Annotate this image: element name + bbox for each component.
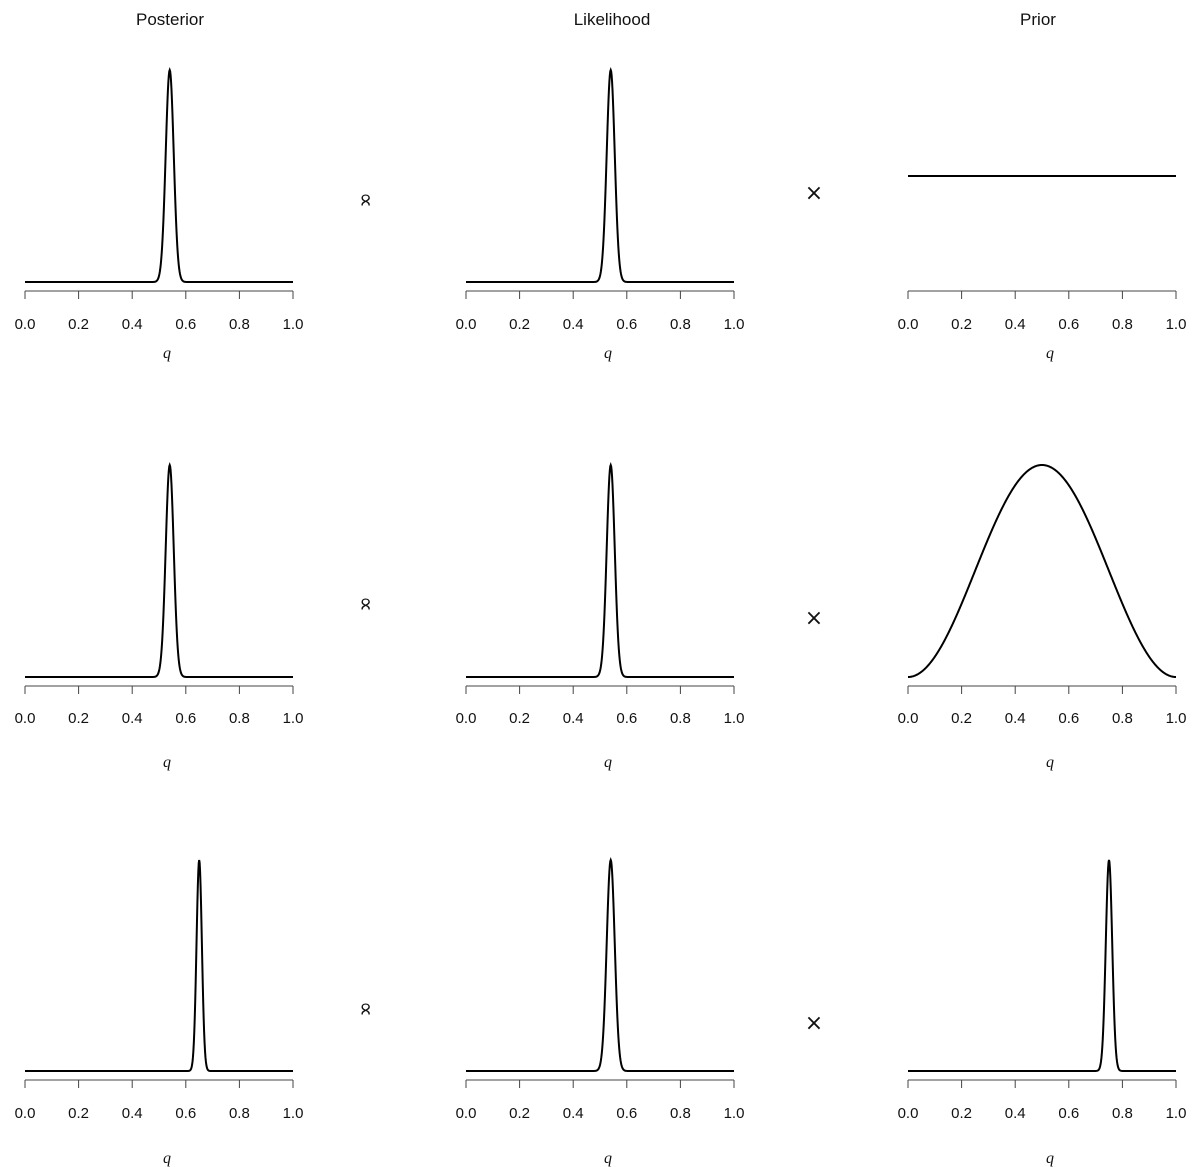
proportional-symbol: ∝ bbox=[353, 1001, 378, 1017]
x-tick-label: 1.0 bbox=[1166, 1105, 1187, 1122]
x-tick-label: 0.8 bbox=[670, 316, 691, 333]
x-tick-label: 1.0 bbox=[283, 316, 304, 333]
x-tick-label: 0.8 bbox=[1112, 316, 1133, 333]
density-curve bbox=[25, 461, 293, 678]
x-tick-label: 0.6 bbox=[175, 316, 196, 333]
density-curve bbox=[466, 856, 734, 1072]
x-tick-label: 0.0 bbox=[15, 710, 36, 727]
x-tick-label: 0.4 bbox=[122, 316, 143, 333]
x-tick-label: 0.6 bbox=[175, 710, 196, 727]
x-tick-label: 0.8 bbox=[1112, 1105, 1133, 1122]
x-tick-label: 0.4 bbox=[122, 710, 143, 727]
column-title-posterior: Posterior bbox=[136, 10, 204, 29]
x-tick-label: 0.6 bbox=[1058, 316, 1079, 333]
x-tick-label: 0.6 bbox=[616, 316, 637, 333]
chart-panel-r2-prior: 0.0 0.2 0.4 0.6 0.8 1.0 q bbox=[898, 463, 1187, 771]
x-tick-label: 0.2 bbox=[951, 316, 972, 333]
x-tick-label: 0.6 bbox=[175, 1105, 196, 1122]
x-tick-label: 0.2 bbox=[68, 1105, 89, 1122]
x-tick-label: 0.8 bbox=[229, 1105, 250, 1122]
x-tick-label: 0.2 bbox=[68, 710, 89, 727]
chart-panel-r1-likelihood: 0.0 0.2 0.4 0.6 0.8 1.0 q bbox=[456, 66, 745, 362]
x-axis-label: q bbox=[1046, 754, 1054, 771]
density-curve bbox=[908, 859, 1176, 1072]
x-tick-label: 0.0 bbox=[15, 316, 36, 333]
x-axis-label: q bbox=[1046, 345, 1054, 362]
x-tick-label: 0.0 bbox=[898, 1105, 919, 1122]
column-title-prior: Prior bbox=[1020, 10, 1056, 29]
x-axis-label: q bbox=[604, 754, 612, 771]
chart-panel-r3-prior: 0.0 0.2 0.4 0.6 0.8 1.0 q bbox=[898, 859, 1187, 1167]
x-tick-label: 0.4 bbox=[122, 1105, 143, 1122]
x-tick-label: 0.6 bbox=[1058, 1105, 1079, 1122]
chart-panel-r3-likelihood: 0.0 0.2 0.4 0.6 0.8 1.0 q bbox=[456, 856, 745, 1167]
x-tick-label: 0.2 bbox=[68, 316, 89, 333]
x-axis-label: q bbox=[1046, 1150, 1054, 1167]
x-axis-label: q bbox=[604, 345, 612, 362]
times-symbol: × bbox=[805, 181, 823, 206]
x-tick-label: 0.8 bbox=[670, 1105, 691, 1122]
x-tick-label: 0.8 bbox=[229, 710, 250, 727]
x-tick-label: 1.0 bbox=[724, 316, 745, 333]
x-axis-label: q bbox=[163, 754, 171, 771]
density-curve bbox=[907, 463, 1177, 678]
x-tick-label: 0.2 bbox=[509, 710, 530, 727]
density-curve bbox=[466, 461, 734, 678]
x-tick-label: 0.0 bbox=[456, 1105, 477, 1122]
x-tick-label: 0.4 bbox=[1005, 316, 1026, 333]
proportional-symbol: ∝ bbox=[353, 596, 378, 612]
x-tick-label: 0.4 bbox=[563, 710, 584, 727]
x-tick-label: 1.0 bbox=[283, 1105, 304, 1122]
x-tick-label: 0.2 bbox=[509, 316, 530, 333]
times-symbol: × bbox=[805, 606, 823, 631]
chart-panel-r2-likelihood: 0.0 0.2 0.4 0.6 0.8 1.0 q bbox=[456, 461, 745, 771]
density-curve bbox=[466, 66, 734, 283]
x-tick-label: 0.4 bbox=[1005, 710, 1026, 727]
x-tick-label: 0.2 bbox=[951, 710, 972, 727]
x-tick-label: 0.8 bbox=[670, 710, 691, 727]
x-tick-label: 0.0 bbox=[15, 1105, 36, 1122]
column-title-likelihood: Likelihood bbox=[574, 10, 651, 29]
x-axis-label: q bbox=[163, 1150, 171, 1167]
x-tick-label: 0.8 bbox=[1112, 710, 1133, 727]
x-tick-label: 0.4 bbox=[563, 316, 584, 333]
x-axis-label: q bbox=[604, 1150, 612, 1167]
x-tick-label: 0.0 bbox=[898, 316, 919, 333]
x-tick-label: 0.2 bbox=[951, 1105, 972, 1122]
density-curve bbox=[25, 66, 293, 283]
x-tick-label: 0.8 bbox=[229, 316, 250, 333]
x-tick-label: 1.0 bbox=[724, 710, 745, 727]
x-tick-label: 0.2 bbox=[509, 1105, 530, 1122]
chart-panel-r1-posterior: 0.0 0.2 0.4 0.6 0.8 1.0 q bbox=[15, 66, 304, 362]
x-axis-label: q bbox=[163, 345, 171, 362]
x-tick-label: 0.4 bbox=[1005, 1105, 1026, 1122]
chart-panel-r3-posterior: 0.0 0.2 0.4 0.6 0.8 1.0 q bbox=[15, 859, 304, 1167]
x-tick-label: 1.0 bbox=[1166, 710, 1187, 727]
x-tick-label: 0.6 bbox=[616, 1105, 637, 1122]
chart-panel-r1-prior: 0.0 0.2 0.4 0.6 0.8 1.0 q bbox=[898, 175, 1187, 362]
x-tick-label: 0.6 bbox=[616, 710, 637, 727]
x-tick-label: 1.0 bbox=[1166, 316, 1187, 333]
chart-panel-r2-posterior: 0.0 0.2 0.4 0.6 0.8 1.0 q bbox=[15, 461, 304, 771]
x-tick-label: 1.0 bbox=[283, 710, 304, 727]
density-curve bbox=[25, 859, 293, 1072]
x-tick-label: 0.0 bbox=[456, 316, 477, 333]
x-tick-label: 0.0 bbox=[456, 710, 477, 727]
times-symbol: × bbox=[805, 1011, 823, 1036]
x-tick-label: 0.4 bbox=[563, 1105, 584, 1122]
proportional-symbol: ∝ bbox=[353, 192, 378, 208]
x-tick-label: 1.0 bbox=[724, 1105, 745, 1122]
x-tick-label: 0.0 bbox=[898, 710, 919, 727]
panels-group: 0.0 0.2 0.4 0.6 0.8 1.0q0.0 0.2 0.4 0.6 0.8 1.0q0.… bbox=[15, 66, 1187, 1167]
x-tick-label: 0.6 bbox=[1058, 710, 1079, 727]
